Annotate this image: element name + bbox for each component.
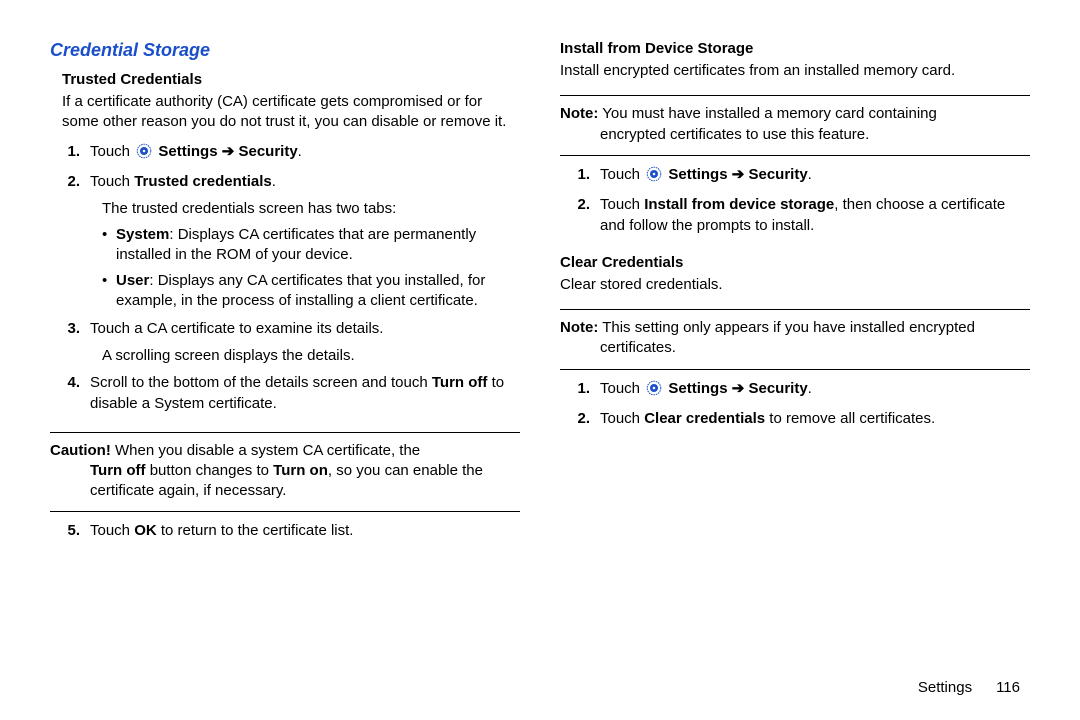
step-body: Touch Trusted credentials.: [90, 171, 520, 192]
steps-list-trusted-cont: 5. Touch OK to return to the certificate…: [62, 520, 520, 547]
step-number: 5.: [62, 520, 90, 541]
bullet-user: • User: Displays any CA certificates tha…: [102, 271, 520, 312]
steps-list-clear: 1. Touch Settings ➔ Security. 2. Touch C…: [572, 378, 1030, 435]
steps-list-trusted: 1. Touch Settings ➔ Security. 2. Touch T…: [62, 141, 520, 420]
manual-page: Credential Storage document.querySelecto…: [0, 0, 1080, 720]
step-body: Touch Settings ➔ Security.: [600, 378, 1030, 402]
steps-list-install: 1. Touch Settings ➔ Security. 2. Touch I…: [572, 164, 1030, 242]
subhead-clear-credentials: Clear Credentials: [560, 254, 1030, 271]
step-4: 4. Scroll to the bottom of the details s…: [62, 372, 520, 414]
step-number: 1.: [572, 378, 600, 402]
footer-page-number: 116: [996, 679, 1020, 696]
step-number: 3.: [62, 318, 90, 339]
install-paragraph: Install encrypted certificates from an i…: [560, 61, 1030, 81]
right-column: Install from Device Storage Install encr…: [560, 40, 1030, 700]
bullet-dot-icon: •: [102, 225, 116, 266]
step-number: 1.: [62, 141, 90, 165]
rule: [560, 155, 1030, 156]
section-title: Credential Storage: [50, 40, 520, 61]
rule: [560, 309, 1030, 310]
step-number: 2.: [572, 408, 600, 429]
step-body: Touch Settings ➔ Security.: [600, 164, 1030, 188]
rule: [50, 511, 520, 512]
rule: [560, 369, 1030, 370]
step-2: 2. Touch Install from device storage, th…: [572, 194, 1030, 236]
step-body: Scroll to the bottom of the details scre…: [90, 372, 520, 414]
note-install: Note: You must have installed a memory c…: [560, 104, 1030, 145]
step-2: 2. Touch Trusted credentials.: [62, 171, 520, 192]
step-body: Touch Settings ➔ Security.: [90, 141, 520, 165]
left-column: Credential Storage document.querySelecto…: [50, 40, 520, 700]
clear-paragraph: Clear stored credentials.: [560, 275, 1030, 295]
step-number: 2.: [572, 194, 600, 236]
step-body: Touch OK to return to the certificate li…: [90, 520, 520, 541]
step-2: 2. Touch Clear credentials to remove all…: [572, 408, 1030, 429]
step-1: 1. Touch Settings ➔ Security.: [572, 378, 1030, 402]
subhead-install-device: Install from Device Storage: [560, 40, 1030, 57]
intro-paragraph: If a certificate authority (CA) certific…: [62, 92, 520, 133]
step-1: 1. Touch Settings ➔ Security.: [572, 164, 1030, 188]
bullet-dot-icon: •: [102, 271, 116, 312]
step-number: 4.: [62, 372, 90, 414]
caution-block: Caution! When you disable a system CA ce…: [50, 441, 520, 502]
settings-gear-icon: [646, 166, 662, 188]
step-number: 1.: [572, 164, 600, 188]
settings-gear-icon: [136, 143, 152, 165]
step-1: 1. Touch Settings ➔ Security.: [62, 141, 520, 165]
step-body: Touch Clear credentials to remove all ce…: [600, 408, 1030, 429]
step-2-sub: The trusted credentials screen has two t…: [102, 198, 520, 219]
step-body: Touch a CA certificate to examine its de…: [90, 318, 520, 339]
step-3: 3. Touch a CA certificate to examine its…: [62, 318, 520, 339]
settings-gear-icon: [646, 380, 662, 402]
step-5: 5. Touch OK to return to the certificate…: [62, 520, 520, 541]
step-body: Touch Install from device storage, then …: [600, 194, 1030, 236]
page-footer: Settings 116: [918, 679, 1020, 696]
rule: [560, 95, 1030, 96]
note-clear: Note: This setting only appears if you h…: [560, 318, 1030, 359]
step-number: 2.: [62, 171, 90, 192]
step-3-sub: A scrolling screen displays the details.: [102, 345, 520, 366]
bullet-system: • System: Displays CA certificates that …: [102, 225, 520, 266]
subhead-trusted-credentials: Trusted Credentials: [62, 71, 520, 88]
footer-section-label: Settings: [918, 679, 972, 696]
rule: [50, 432, 520, 433]
